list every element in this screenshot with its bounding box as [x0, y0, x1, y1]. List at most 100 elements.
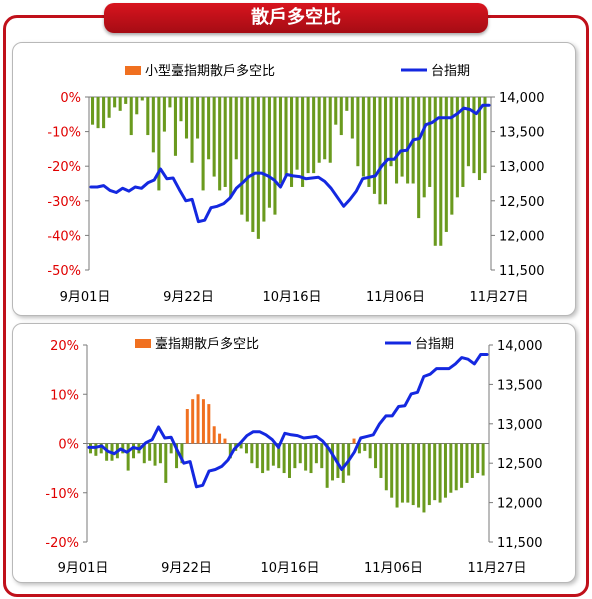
right-tick-label: 13,500 — [499, 126, 545, 141]
legend-bar-label: 小型臺指期散戶多空比 — [145, 63, 275, 79]
left-tick-label: 10% — [50, 388, 79, 403]
bar — [345, 97, 349, 111]
bar — [256, 97, 260, 239]
bar — [255, 443, 259, 469]
bar — [96, 97, 100, 129]
bar — [417, 443, 421, 508]
bar — [443, 443, 447, 498]
bar — [250, 443, 254, 464]
bar — [132, 443, 136, 459]
bar — [180, 443, 184, 464]
bar — [481, 443, 485, 476]
x-tick-label: 9月01日 — [60, 290, 111, 305]
x-tick-label: 10月16日 — [262, 290, 321, 305]
bar — [390, 443, 394, 498]
bar — [218, 97, 222, 191]
x-tick-label: 9月22日 — [161, 561, 212, 576]
x-tick-label: 11月06日 — [364, 561, 423, 576]
x-tick-label: 10月16日 — [260, 561, 319, 576]
bar — [99, 443, 103, 454]
left-tick-label: -20% — [47, 160, 81, 175]
bar — [118, 97, 122, 111]
bar — [379, 443, 383, 478]
right-tick-label: 13,000 — [499, 160, 545, 175]
bar — [465, 443, 469, 483]
bar — [179, 97, 183, 122]
bar — [293, 443, 297, 469]
bar — [433, 97, 437, 246]
bar — [173, 97, 177, 156]
bar — [367, 97, 371, 187]
bar — [439, 97, 443, 246]
bar — [278, 97, 283, 184]
left-tick-label: -10% — [45, 487, 79, 502]
bar — [356, 97, 360, 167]
bar — [184, 97, 189, 139]
bar — [107, 97, 111, 118]
bar — [245, 97, 249, 222]
bar — [450, 97, 454, 215]
bar — [140, 97, 144, 101]
bar — [461, 97, 465, 187]
bar — [395, 443, 399, 508]
bar — [239, 443, 243, 449]
left-tick-label: -10% — [47, 126, 81, 141]
bar — [406, 443, 410, 503]
bar — [284, 97, 288, 177]
bar — [175, 443, 179, 469]
bar — [129, 97, 133, 136]
right-tick-label: 12,000 — [499, 229, 545, 244]
legend-line-label: 台指期 — [415, 337, 454, 352]
bar — [295, 97, 299, 170]
bar — [142, 443, 146, 464]
bar — [262, 97, 266, 222]
bar — [148, 443, 152, 461]
right-tick-label: 11,500 — [497, 536, 543, 551]
bar — [331, 443, 335, 481]
bar — [153, 443, 157, 466]
bar — [466, 97, 470, 167]
bar — [196, 97, 200, 139]
bar — [212, 426, 216, 444]
bar — [325, 443, 329, 488]
bar — [368, 443, 372, 459]
right-tick-label: 14,000 — [499, 91, 545, 106]
bar — [94, 443, 98, 456]
legend-bar-label: 臺指期散戶多空比 — [155, 336, 259, 352]
bar — [126, 443, 130, 471]
left-tick-label: -40% — [47, 229, 81, 244]
bar — [234, 97, 238, 160]
left-tick-label: 20% — [50, 339, 79, 354]
index-line — [87, 353, 489, 489]
bar — [169, 443, 173, 454]
bar — [218, 433, 222, 444]
bar — [455, 97, 459, 198]
legend-line-label: 台指期 — [431, 64, 470, 79]
bar — [350, 97, 354, 139]
bar — [400, 97, 404, 177]
bar — [290, 97, 294, 187]
bar — [151, 97, 155, 153]
bar — [328, 97, 332, 163]
bar — [341, 443, 345, 483]
bar — [417, 97, 421, 219]
chart-top-svg: 0% -10% -20% -30% -40% -50% 14,000 13,500 13,000… — [47, 63, 545, 305]
chart-bottom-svg: 20% 10% 0% -10% -20% 14,000 13,500 13,000 12,500… — [45, 336, 543, 576]
bar — [372, 97, 376, 194]
bar — [228, 443, 232, 459]
bar — [124, 97, 128, 104]
bar — [309, 443, 313, 474]
legend-bar-swatch — [125, 66, 141, 75]
bar — [301, 97, 305, 187]
bar — [411, 443, 415, 506]
bar — [273, 97, 277, 215]
bar — [113, 97, 117, 108]
left-tick-label: -50% — [47, 264, 81, 279]
bar — [244, 443, 248, 454]
left-tick-label: 0% — [58, 438, 79, 453]
right-tick-label: 12,000 — [497, 497, 543, 512]
bar — [251, 97, 255, 232]
bar — [470, 443, 474, 478]
bar — [261, 443, 265, 474]
